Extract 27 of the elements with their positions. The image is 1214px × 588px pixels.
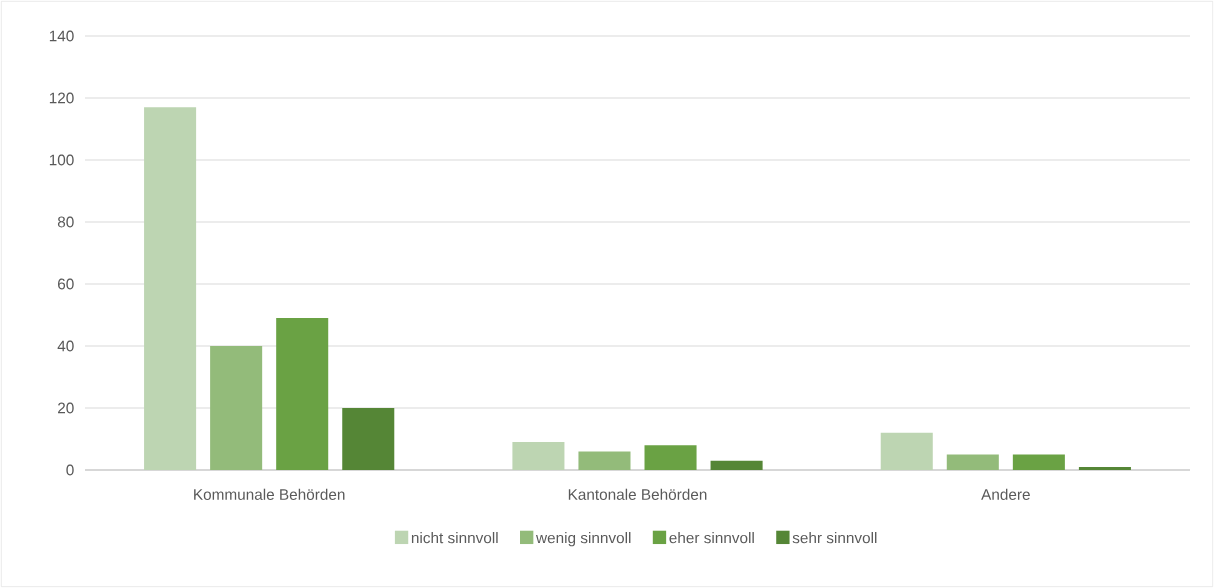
bar xyxy=(144,107,197,470)
bar xyxy=(578,451,631,470)
bar xyxy=(210,345,263,470)
y-tick-label: 20 xyxy=(58,402,74,414)
bar xyxy=(880,432,933,470)
legend-label: nicht sinnvoll xyxy=(411,532,498,544)
bar xyxy=(342,407,395,470)
y-tick-label: 140 xyxy=(49,30,74,42)
legend-label: sehr sinnvoll xyxy=(792,532,877,544)
bar xyxy=(644,445,697,470)
y-tick-label: 120 xyxy=(49,92,74,104)
bar xyxy=(512,442,565,470)
y-tick-label: 80 xyxy=(57,216,74,228)
bar xyxy=(710,460,763,470)
x-tick-label: Kantonale Behörden xyxy=(568,488,707,500)
bar xyxy=(276,318,329,470)
y-tick-label: 40 xyxy=(57,340,74,352)
legend-label: eher sinnvoll xyxy=(669,532,754,544)
legend-label: wenig sinnvoll xyxy=(535,532,631,547)
bar xyxy=(946,454,999,470)
y-tick-label: 0 xyxy=(66,464,74,476)
bar xyxy=(1078,466,1131,470)
x-tick-label: Kommunale Behörden xyxy=(194,488,345,500)
bar xyxy=(1012,454,1065,470)
y-tick-label: 60 xyxy=(58,278,74,290)
y-tick-label: 100 xyxy=(49,154,74,166)
x-tick-label: Andere xyxy=(981,488,1030,500)
